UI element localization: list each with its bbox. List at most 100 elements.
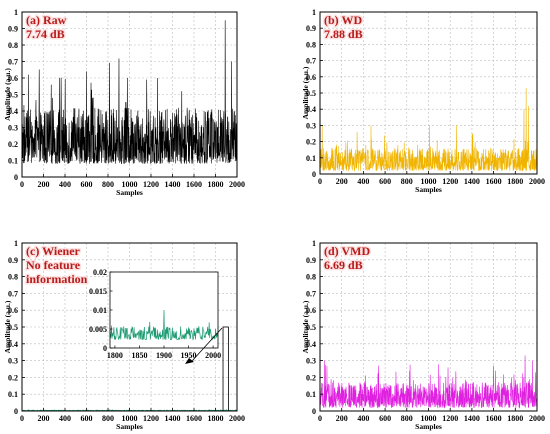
y-tick-label: 0.3 [8, 357, 18, 366]
inset-y-tick-label: 0.005 [89, 325, 107, 334]
x-tick-label: 800 [102, 414, 114, 423]
x-tick-label: 200 [336, 177, 348, 186]
y-tick-label: 0.6 [8, 306, 18, 315]
inset-x-tick-label: 1800 [107, 351, 123, 360]
y-tick-label: 0.6 [306, 306, 316, 315]
x-tick-label: 1400 [165, 180, 181, 189]
x-tick-label: 600 [379, 414, 391, 423]
y-tick-label: 0.2 [8, 140, 18, 149]
x-tick-label: 1000 [421, 414, 437, 423]
inset-x-tick-label: 1950 [181, 351, 197, 360]
zoom-arrow-head [185, 358, 194, 364]
y-tick-label: 0.8 [8, 41, 18, 50]
y-axis-label: Amplitude (a.u.) [301, 66, 310, 119]
x-tick-label: 1400 [464, 414, 480, 423]
x-tick-label: 800 [401, 414, 413, 423]
annotation-text: (b) WD [324, 13, 362, 27]
y-tick-label: 0 [312, 170, 316, 179]
y-tick-label: 0 [14, 407, 18, 416]
annotation-halo: (c) Wiener [26, 244, 81, 258]
y-tick-label: 0.5 [8, 323, 18, 332]
y-tick-label: 0.5 [306, 323, 316, 332]
y-tick-label: 0.2 [8, 373, 18, 382]
x-tick-label: 400 [357, 177, 369, 186]
x-tick-label: 1400 [165, 414, 181, 423]
x-tick-label: 1200 [143, 414, 159, 423]
x-tick-label: 1400 [464, 177, 480, 186]
y-tick-label: 0.7 [8, 289, 18, 298]
inset-y-tick-label: 0.015 [89, 287, 107, 296]
panel-d: 0 200 400 600 800 1000 1200 1400 1600 1800 2000 0 0.… [301, 239, 545, 431]
x-tick-label: 1200 [143, 180, 159, 189]
annotation-text: information [26, 272, 88, 286]
y-tick-label: 0.9 [8, 256, 18, 265]
x-tick-label: 2000 [229, 414, 245, 423]
y-axis-label: Amplitude (a.u.) [301, 300, 310, 353]
y-tick-label: 0.5 [8, 91, 18, 100]
x-tick-label: 1800 [507, 177, 523, 186]
y-tick-label: 0.1 [8, 157, 18, 166]
y-tick-label: 0.9 [306, 256, 316, 265]
y-tick-label: 0.9 [8, 25, 18, 34]
x-tick-label: 200 [38, 414, 50, 423]
y-tick-label: 0.3 [8, 124, 18, 133]
x-tick-label: 1200 [442, 414, 458, 423]
inset-signal-line [109, 309, 219, 341]
x-tick-label: 2000 [529, 177, 545, 186]
x-tick-label: 1000 [122, 180, 138, 189]
y-tick-label: 0.4 [306, 105, 316, 114]
panel-b: 0 200 400 600 800 1000 1200 1400 1600 1800 2000 0 0.… [301, 8, 545, 194]
annotation-halo: (b) WD [324, 13, 362, 27]
annotation-text: 7.74 dB [26, 27, 65, 41]
x-tick-label: 1800 [208, 414, 224, 423]
y-tick-label: 0.7 [306, 289, 316, 298]
signal-line [21, 20, 238, 165]
y-tick-label: 0 [14, 173, 18, 182]
annotation-halo: 6.69 dB [324, 258, 363, 272]
x-tick-label: 1000 [122, 414, 138, 423]
annotation-text: (a) Raw [26, 13, 67, 27]
x-tick-label: 2000 [229, 180, 245, 189]
x-tick-label: 0 [20, 414, 24, 423]
x-axis-label: Samples [415, 422, 442, 431]
y-tick-label: 0.5 [306, 89, 316, 98]
inset-y-tick-label: 0.01 [93, 306, 107, 315]
x-tick-label: 800 [401, 177, 413, 186]
x-tick-label: 400 [59, 414, 71, 423]
x-tick-label: 1600 [186, 414, 202, 423]
y-tick-label: 0.8 [306, 273, 316, 282]
x-tick-label: 0 [20, 180, 24, 189]
y-axis-label: Amplitude (a.u.) [3, 300, 12, 353]
inset-x-tick-label: 1850 [131, 351, 147, 360]
y-tick-label: 0.3 [306, 357, 316, 366]
inset-axes: 1800 1850 1900 1950 2000 0 0.005 0.01 0.015 0.02 [89, 268, 221, 360]
y-tick-label: 1 [14, 8, 18, 17]
y-tick-label: 0.8 [8, 273, 18, 282]
zoom-arrow-line [191, 327, 223, 362]
x-axis-label: Samples [116, 188, 143, 197]
x-tick-label: 400 [59, 180, 71, 189]
inset-y-tick-label: 0 [103, 344, 107, 353]
x-axis-label: Samples [415, 185, 442, 194]
y-tick-label: 1 [14, 239, 18, 248]
x-tick-label: 600 [379, 177, 391, 186]
inset-y-tick-label: 0.02 [93, 268, 107, 277]
y-tick-label: 0.1 [8, 390, 18, 399]
annotation-halo: 7.88 dB [324, 27, 363, 41]
x-tick-label: 200 [38, 180, 50, 189]
x-tick-label: 800 [102, 180, 114, 189]
signal-line [319, 355, 538, 409]
y-tick-label: 0.6 [306, 73, 316, 82]
y-tick-label: 0.2 [306, 138, 316, 147]
x-tick-label: 1600 [186, 180, 202, 189]
x-tick-label: 1800 [208, 180, 224, 189]
annotation-text: No feature [26, 258, 81, 272]
x-tick-label: 200 [336, 414, 348, 423]
x-tick-label: 1600 [486, 414, 502, 423]
annotation-halo: (d) VMD [324, 244, 370, 258]
annotation-text: (d) VMD [324, 244, 370, 258]
inset-x-tick-label: 2000 [205, 351, 221, 360]
x-tick-label: 1200 [442, 177, 458, 186]
x-tick-label: 1800 [507, 414, 523, 423]
